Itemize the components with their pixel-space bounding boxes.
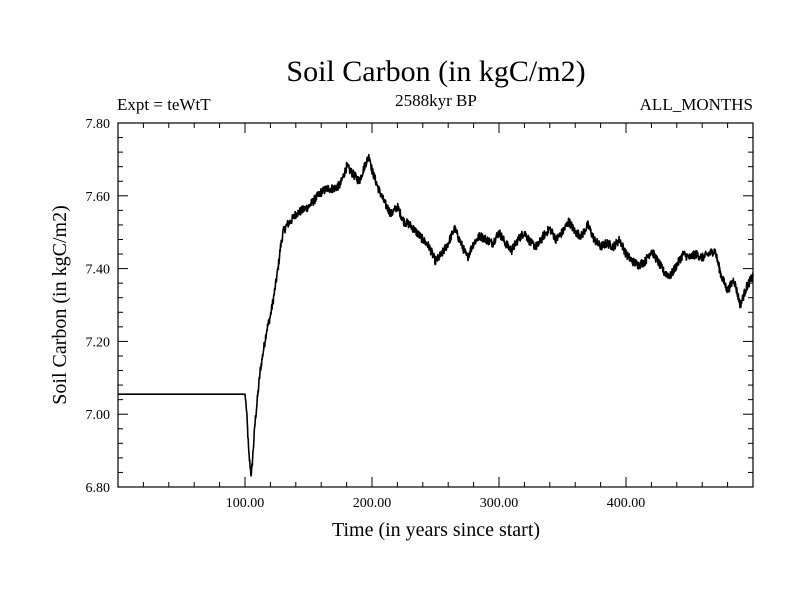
x-tick-label: 200.00	[353, 496, 392, 511]
y-tick-label: 7.40	[86, 263, 111, 278]
y-tick-label: 7.60	[86, 190, 111, 205]
y-tick-label: 6.80	[86, 481, 111, 496]
x-tick-label: 300.00	[480, 496, 519, 511]
experiment-label: Expt = teWtT	[117, 95, 211, 114]
series-group	[117, 153, 754, 477]
axis-ticks	[118, 123, 753, 487]
x-axis-label: Time (in years since start)	[332, 519, 540, 541]
y-tick-label: 7.00	[86, 408, 111, 423]
y-tick-label: 7.20	[86, 335, 111, 350]
axis-tick-labels: 100.00 200.00 300.00 400.00 6.80 7.00 7.20 7.40…	[86, 117, 646, 511]
soil-carbon-series-line	[117, 153, 754, 477]
x-tick-label: 100.00	[226, 496, 265, 511]
chart-title: Soil Carbon (in kgC/m2)	[286, 55, 585, 88]
plot-frame	[117, 122, 754, 488]
y-axis-label: Soil Carbon (in kgC/m2)	[49, 205, 71, 404]
x-tick-label: 400.00	[607, 496, 646, 511]
months-label: ALL_MONTHS	[640, 95, 753, 114]
y-tick-label: 7.80	[86, 117, 111, 132]
period-label: 2588kyr BP	[395, 91, 477, 110]
